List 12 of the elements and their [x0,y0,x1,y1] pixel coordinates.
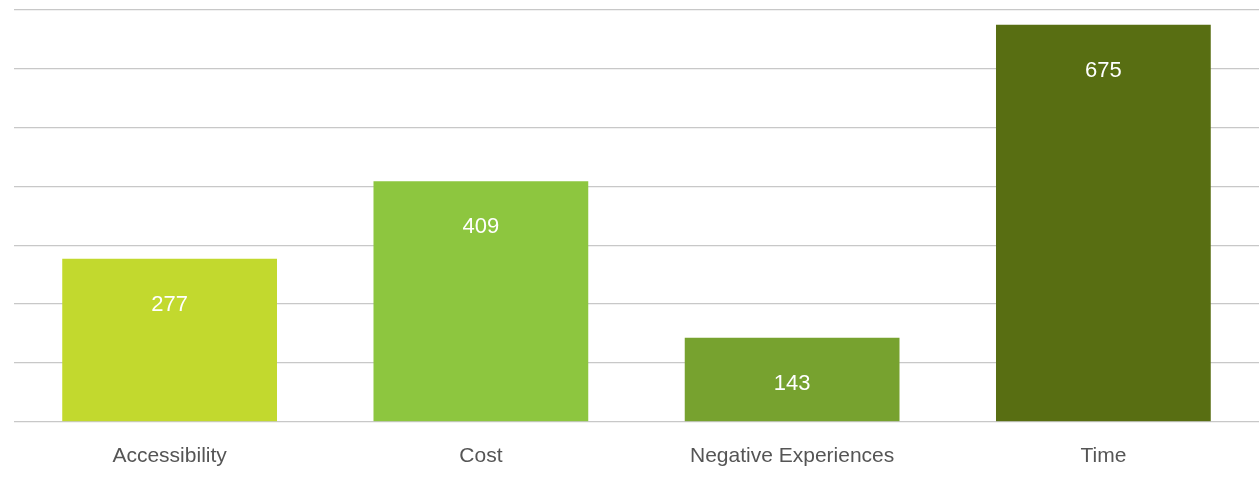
bar [995,24,1211,422]
data-label: 143 [773,369,811,395]
x-tick-label: Cost [459,443,503,467]
bar [62,258,278,422]
x-tick-label: Time [1080,443,1127,467]
data-label: 277 [151,290,188,316]
bar [684,337,900,422]
x-tick-label: Negative Experiences [689,443,895,467]
data-label: 675 [1085,56,1122,82]
bar [373,181,589,422]
x-tick-label: Accessibility [112,443,228,467]
data-label: 409 [462,213,500,239]
